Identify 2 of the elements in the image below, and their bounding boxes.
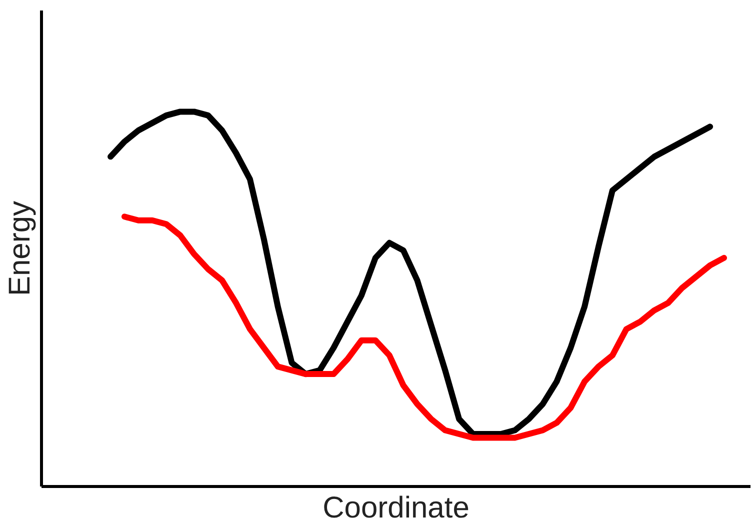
x-axis-title: Coordinate [322,492,470,524]
y-axis-title: Energy [4,200,36,296]
